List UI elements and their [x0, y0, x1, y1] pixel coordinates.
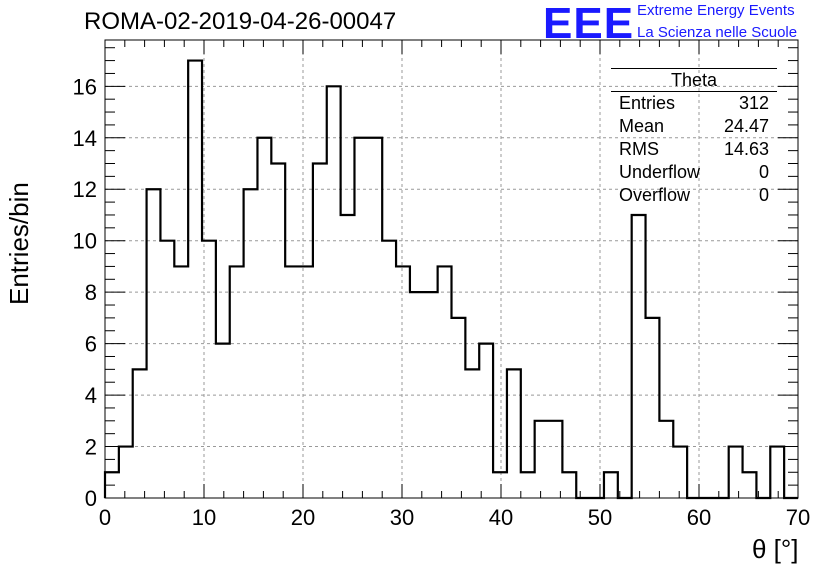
plot-frame [104, 39, 799, 499]
stats-title: Theta [611, 68, 777, 92]
histogram-bin [313, 164, 327, 498]
x-tick-label: 20 [291, 505, 315, 530]
y-tick-label: 16 [73, 74, 97, 99]
histogram-bin [770, 447, 784, 498]
histogram-bin [160, 241, 174, 498]
y-tick-label: 12 [73, 177, 97, 202]
histogram-bin [368, 138, 382, 498]
histogram-series [103, 59, 798, 500]
y-tick-label: 14 [73, 126, 97, 151]
x-tick-label: 40 [489, 505, 513, 530]
x-tick-label: 60 [687, 505, 711, 530]
histogram-bin [507, 369, 521, 498]
histogram-bin [396, 266, 410, 498]
histogram-bin [299, 266, 313, 498]
stats-row-mean: Mean 24.47 [611, 115, 777, 138]
histogram-bin [382, 241, 396, 498]
stats-value: 312 [738, 93, 769, 113]
histogram-bin [216, 344, 230, 498]
histogram-bin [521, 472, 535, 498]
histogram-bin [452, 318, 466, 498]
histogram-bin [285, 266, 299, 498]
histogram-outline [103, 59, 798, 500]
stats-label: RMS [619, 139, 659, 159]
histogram-bin [493, 472, 507, 498]
x-tick-label: 10 [192, 505, 216, 530]
stats-value: 24.47 [723, 116, 769, 136]
y-tick-label: 10 [73, 229, 97, 254]
histogram-bin [465, 369, 479, 498]
stats-value: 0 [758, 162, 769, 182]
stats-label: Mean [619, 116, 665, 136]
stats-row-rms: RMS 14.63 [611, 138, 777, 161]
logo-text-line1: Extreme Energy Events [637, 2, 795, 19]
histogram-bin [438, 266, 452, 498]
histogram-bin [479, 344, 493, 498]
x-tick-label: 70 [786, 505, 810, 530]
stats-label: Entries [619, 93, 676, 113]
histogram-bin [646, 318, 660, 498]
y-tick-label: 8 [85, 280, 97, 305]
y-tick-label: 4 [85, 383, 97, 408]
stats-label: Overflow [619, 185, 691, 205]
histogram-bin [188, 61, 202, 498]
x-tick-label: 50 [588, 505, 612, 530]
grid [105, 40, 798, 498]
histogram-bin [673, 447, 687, 498]
histogram-bin [659, 421, 673, 498]
histogram-bin [133, 369, 147, 498]
stats-value: 14.63 [723, 139, 769, 159]
x-tick-label: 0 [99, 505, 111, 530]
stats-row-overflow: Overflow 0 [611, 184, 777, 207]
stats-box: Theta Entries 312 Mean 24.47 RMS 14.63 U… [611, 68, 777, 207]
histogram-bin [549, 421, 563, 498]
histogram-bin [271, 164, 285, 498]
y-tick-label: 0 [85, 486, 97, 511]
x-tick-label: 30 [390, 505, 414, 530]
tick-labels: 0 10 20 30 40 50 60 70 0 2 4 6 8 10 12 14 16 [73, 74, 811, 530]
histogram-bin [230, 266, 244, 498]
y-tick-label: 6 [85, 332, 97, 357]
histogram-bin [174, 266, 188, 498]
x-axis-label: θ [°] [752, 534, 799, 564]
stats-row-underflow: Underflow 0 [611, 161, 777, 184]
y-tick-label: 2 [85, 435, 97, 460]
histogram-bin [119, 447, 133, 498]
histogram-bin [743, 472, 757, 498]
histogram-bin [341, 215, 355, 498]
stats-label: Underflow [619, 162, 701, 182]
histogram-bin [257, 138, 271, 498]
chart-title: ROMA-02-2019-04-26-00047 [84, 8, 397, 35]
y-axis-label: Entries/bin [4, 182, 34, 305]
histogram-bin [632, 215, 646, 498]
axis-ticks [104, 40, 799, 499]
logo-text-line2: La Scienza nelle Scuole [637, 24, 798, 41]
histogram-bin [202, 241, 216, 498]
stats-row-entries: Entries 312 [611, 92, 777, 115]
histogram-bin [562, 472, 576, 498]
stats-value: 0 [758, 185, 769, 205]
histogram-bin [535, 421, 549, 498]
histogram-bin [604, 472, 618, 498]
eee-logo: EEE [543, 0, 635, 48]
histogram-bin [354, 138, 368, 498]
histogram-bin [729, 447, 743, 498]
